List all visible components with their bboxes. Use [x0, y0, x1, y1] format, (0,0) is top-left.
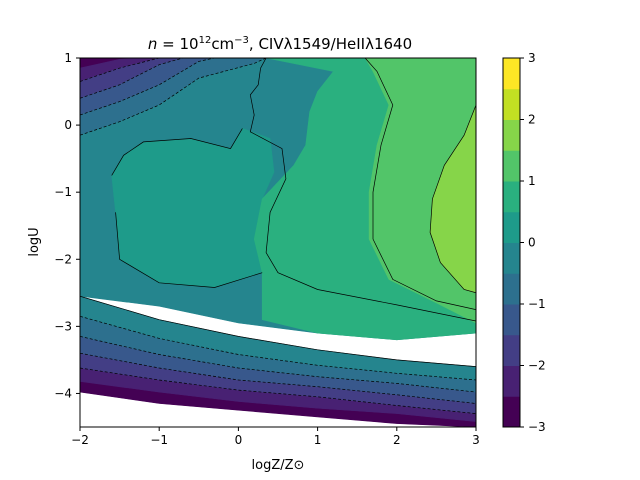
x-tick-label: −1	[150, 433, 168, 447]
y-tick-label: −3	[54, 319, 72, 333]
y-axis-ticks: −4 −3 −2 −1 0 1	[54, 51, 80, 400]
contour-line-0	[249, 58, 476, 322]
y-tick-label: 1	[64, 51, 72, 65]
x-axis-ticks: −2 −1 0 1 2 3	[71, 427, 480, 447]
contour-region-level-6	[111, 128, 275, 288]
x-tick-label: −2	[71, 433, 89, 447]
contour-line-2	[429, 104, 476, 294]
colorbar-tick-label: −1	[528, 297, 546, 311]
x-tick-label: 3	[472, 433, 480, 447]
colorbar-tick-label: 3	[528, 51, 536, 65]
y-tick-label: −4	[54, 386, 72, 400]
contour-line-10	[80, 58, 267, 136]
y-tick-label: 0	[64, 118, 72, 132]
contour-line-12	[80, 58, 184, 99]
contour-regions	[80, 58, 476, 427]
plot-area	[79, 57, 477, 428]
contour-line-8	[80, 352, 476, 404]
chart-title: n = 1012cm−3, CIVλ1549/HeIIλ1640	[148, 35, 412, 53]
contour-line-7	[80, 336, 476, 393]
contour-line-3	[111, 128, 243, 176]
contour-line-6	[80, 315, 476, 381]
colorbar-tick-label: −3	[528, 420, 546, 434]
colorbar-cell	[503, 58, 520, 90]
x-tick-label: 1	[314, 433, 322, 447]
plot-frame	[79, 57, 477, 428]
colorbar-cell	[503, 88, 520, 120]
colorbar-cell	[503, 273, 520, 305]
colorbar-cell	[503, 396, 520, 428]
colorbar-tick-label: 2	[528, 113, 536, 127]
colorbar-tick-label: −2	[528, 359, 546, 373]
y-tick-label: −1	[54, 185, 72, 199]
colorbar-cells	[503, 58, 520, 428]
x-axis-label: logZ/Z⊙	[252, 458, 305, 473]
colorbar-cell	[503, 242, 520, 274]
colorbar-cell	[503, 119, 520, 151]
colorbar-cell	[503, 365, 520, 397]
colorbar-tick-label: 1	[528, 174, 536, 188]
contour-line-4	[115, 212, 263, 288]
contour-line-13	[80, 58, 160, 82]
y-tick-label: −2	[54, 252, 72, 266]
colorbar-cell	[503, 334, 520, 366]
contour-line-1	[364, 58, 476, 310]
colorbar-cell	[503, 150, 520, 182]
contour-lines	[80, 58, 476, 414]
colorbar-cell	[503, 181, 520, 213]
contour-line-11	[80, 58, 215, 116]
colorbar-cell	[503, 304, 520, 336]
colorbar-tick-label: 0	[528, 236, 536, 250]
x-tick-label: 2	[393, 433, 401, 447]
x-tick-label: 0	[235, 433, 243, 447]
colorbar-ticks: −3 −2 −1 0 1 2 3	[520, 51, 546, 434]
y-axis-label: logU	[27, 227, 42, 256]
contour-line-5	[80, 295, 476, 367]
contour-line-9	[80, 367, 476, 414]
colorbar: −3 −2 −1 0 1 2 3	[502, 51, 546, 434]
colorbar-cell	[503, 211, 520, 243]
